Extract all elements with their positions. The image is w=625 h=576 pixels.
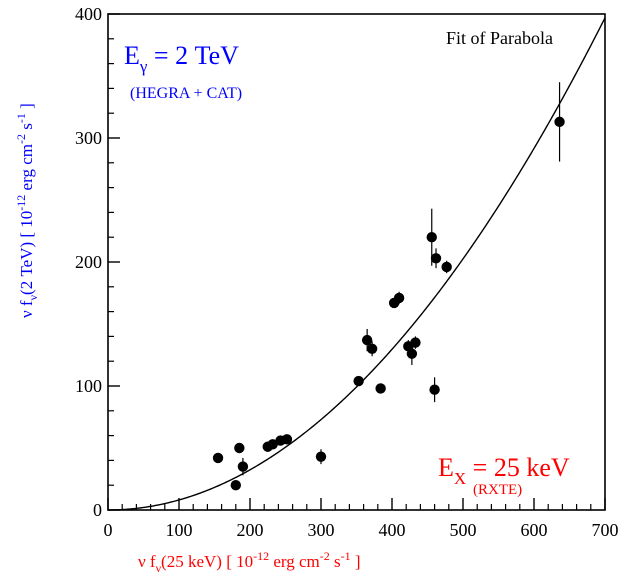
xray-energy-label: EX = 25 keV	[438, 453, 570, 488]
data-points	[212, 82, 565, 491]
data-point	[212, 452, 224, 464]
x-tick-label: 200	[237, 520, 264, 540]
fit-parabola-line	[108, 17, 606, 511]
x-tick-label: 100	[166, 520, 193, 540]
y-tick-label: 200	[75, 252, 102, 272]
x-tick-label: 700	[592, 520, 619, 540]
data-point	[441, 261, 452, 273]
data-point	[353, 375, 364, 387]
x-tick-label: 300	[308, 520, 335, 540]
data-point	[426, 232, 437, 243]
data-point	[267, 439, 278, 450]
data-point	[315, 451, 327, 462]
x-axis-label: ν fν(25 keV) [ 10-12 erg cm-2 s-1 ]	[138, 549, 361, 575]
xray-source-label: (RXTE)	[473, 482, 522, 498]
data-point	[554, 116, 565, 128]
x-tick-label: 500	[450, 520, 477, 540]
data-point	[410, 337, 421, 348]
data-point	[366, 343, 378, 354]
y-tick-label: 0	[93, 500, 102, 520]
gamma-source-label: (HEGRA + CAT)	[130, 85, 242, 102]
axis-ticks: 0 100 200 300 400 500 600 700 0 100 200 300 400	[75, 4, 619, 540]
data-point	[393, 292, 405, 304]
gamma-energy-label: Eγ = 2 TeV	[124, 41, 239, 76]
fit-label: Fit of Parabola	[446, 28, 553, 48]
x-tick-label: 0	[104, 520, 113, 540]
y-tick-label: 100	[75, 376, 102, 396]
data-point	[406, 348, 418, 359]
y-axis-label: ν fν(2 TeV) [ 10-12 erg cm-2 s-1 ]	[14, 103, 40, 318]
data-point	[234, 442, 245, 454]
data-point	[429, 384, 440, 395]
x-tick-label: 400	[379, 520, 406, 540]
data-point	[237, 461, 249, 472]
data-point	[375, 383, 386, 394]
data-point	[281, 434, 293, 445]
data-point	[230, 480, 241, 491]
x-tick-label: 600	[521, 520, 548, 540]
data-point	[430, 253, 442, 264]
y-tick-label: 400	[75, 4, 102, 24]
data-point	[361, 334, 373, 346]
y-tick-label: 300	[75, 128, 102, 148]
fit-curve	[108, 17, 606, 511]
